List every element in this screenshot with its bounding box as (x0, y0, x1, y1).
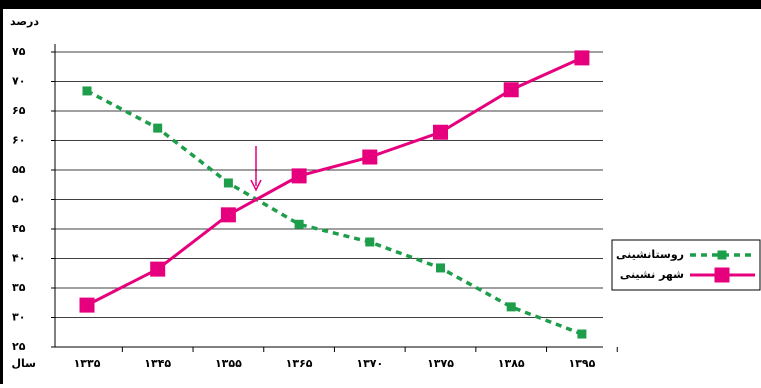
point (574, 50, 590, 66)
y-tick-label: ۴۵ (12, 222, 26, 235)
y-tick-label: ۵۵ (12, 163, 26, 176)
point (433, 124, 448, 140)
x-tick-label: ۱۳۵۵ (215, 357, 242, 370)
point (365, 237, 375, 247)
y-tick-label: ۴۰ (12, 252, 25, 265)
y-tick-label: ۶۵ (12, 104, 26, 117)
point (153, 123, 163, 133)
y-tick-label: ۷۰ (12, 75, 25, 88)
x-tick-label: ۱۳۸۵ (498, 357, 525, 370)
point (82, 86, 92, 96)
y-tick-label: ۲۵ (12, 340, 26, 353)
x-tick-label: ۱۳۶۵ (286, 357, 313, 370)
y-tick-label: ۵۰ (12, 193, 25, 206)
left-border (0, 0, 3, 384)
point (577, 329, 587, 339)
y-tick-label: ۷۵ (12, 45, 26, 58)
series-line (86, 56, 583, 307)
point (79, 297, 95, 313)
x-tick-label: ۱۳۹۵ (568, 357, 595, 370)
y-tick-label: ۶۰ (12, 134, 25, 147)
top-border (0, 0, 761, 9)
point (506, 302, 516, 312)
point (150, 261, 166, 277)
point (291, 168, 307, 184)
series-line (86, 89, 583, 336)
point (436, 263, 445, 273)
x-tick-label: ۱۳۳۵ (74, 357, 101, 370)
legend-label: روستانشینی (616, 248, 684, 261)
x-axis-label: سال (12, 357, 37, 370)
legend-box (611, 239, 761, 291)
arrow-head (250, 179, 262, 192)
point (220, 207, 236, 223)
x-tick-label: ۱۳۴۵ (144, 357, 171, 370)
x-tick-label: ۱۳۷۵ (427, 357, 454, 370)
y-tick-label: ۳۵ (12, 281, 26, 294)
legend-marker (717, 250, 727, 260)
legend-label: شهر نشینی (620, 268, 684, 281)
point (294, 219, 304, 229)
point (503, 82, 519, 98)
point (362, 149, 378, 165)
y-tick-label: ۳۰ (12, 311, 25, 324)
legend-marker (714, 267, 730, 283)
y-axis-label: درصد (10, 15, 39, 28)
point (223, 178, 233, 188)
x-tick-label: ۱۳۷۰ (356, 357, 383, 370)
